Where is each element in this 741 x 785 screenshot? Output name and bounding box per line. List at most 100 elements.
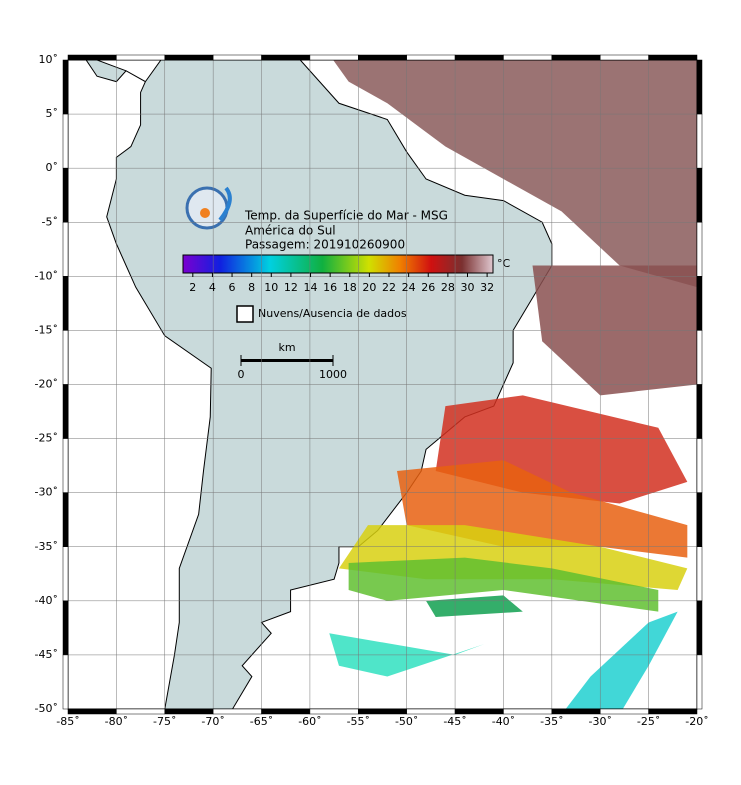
lon-tick-label: -65˚ xyxy=(250,715,273,728)
frame-band xyxy=(62,438,69,493)
lat-tick-label: 10˚ xyxy=(39,53,59,66)
frame-band xyxy=(696,330,703,385)
colorbar-tick-label: 4 xyxy=(209,281,216,294)
frame-band xyxy=(309,708,359,715)
pass: Passagem: 201910260900 xyxy=(245,238,405,252)
frame-band xyxy=(358,708,407,715)
frame-band xyxy=(599,54,649,61)
lon-tick-label: -40˚ xyxy=(492,715,515,728)
colorbar xyxy=(182,254,494,274)
colorbar-tick-label: 10 xyxy=(264,281,278,294)
lat-tick-label: -30˚ xyxy=(35,486,58,499)
frame-band xyxy=(62,330,69,385)
lon-tick-label: -35˚ xyxy=(540,715,563,728)
lat-tick-label: -25˚ xyxy=(35,432,58,445)
sst-patch xyxy=(426,595,523,618)
lon-tick-label: -20˚ xyxy=(685,715,708,728)
frame-band xyxy=(62,492,69,547)
colorbar-tick-label: 16 xyxy=(323,281,337,294)
scale-unit: km xyxy=(278,341,295,354)
lon-tick-label: -25˚ xyxy=(637,715,660,728)
colorbar-tick-label: 12 xyxy=(284,281,298,294)
lon-tick-label: -85˚ xyxy=(56,715,79,728)
region: América do Sul xyxy=(245,224,336,238)
lon-tick-label: -45˚ xyxy=(443,715,466,728)
sst-patch xyxy=(333,60,697,288)
lon-tick-label: -80˚ xyxy=(105,715,128,728)
frame-band xyxy=(116,54,166,61)
frame-band xyxy=(503,708,553,715)
frame-band xyxy=(503,54,553,61)
frame-band xyxy=(648,54,698,61)
cloud-swatch xyxy=(236,305,254,323)
frame-band xyxy=(62,546,69,602)
frame-band xyxy=(696,492,703,547)
colorbar-tick-label: 30 xyxy=(460,281,474,294)
lat-tick-label: 5˚ xyxy=(46,107,59,120)
frame-band xyxy=(212,708,262,715)
frame-band xyxy=(62,222,69,277)
colorbar-tick-label: 8 xyxy=(248,281,255,294)
scale-tick-label: 0 xyxy=(238,368,245,381)
frame-band xyxy=(648,708,698,715)
frame-band xyxy=(164,54,214,61)
colorbar-tick-label: 2 xyxy=(189,281,196,294)
frame-band xyxy=(62,654,69,710)
scale-tick-label: 1000 xyxy=(319,368,347,381)
frame-band xyxy=(551,708,601,715)
frame-band xyxy=(454,708,504,715)
colorbar-tick-label: 20 xyxy=(362,281,376,294)
frame-band xyxy=(261,54,311,61)
frame-band xyxy=(696,654,703,710)
frame-band xyxy=(551,54,601,61)
frame-band xyxy=(406,708,456,715)
lat-tick-label: -10˚ xyxy=(35,269,58,282)
colorbar-tick-label: 32 xyxy=(480,281,494,294)
lat-tick-label: -50˚ xyxy=(35,702,58,715)
lat-tick-label: -40˚ xyxy=(35,594,58,607)
frame-band xyxy=(696,276,703,331)
title: Temp. da Superfície do Mar - MSG xyxy=(244,209,448,223)
colorbar-tick-label: 28 xyxy=(441,281,455,294)
cloud-legend: Nuvens/Ausencia de dados xyxy=(258,307,407,320)
scale-bar xyxy=(241,359,333,362)
frame-band xyxy=(67,54,117,61)
frame-band xyxy=(164,708,214,715)
colorbar-tick-label: 6 xyxy=(229,281,236,294)
lon-tick-label: -60˚ xyxy=(298,715,321,728)
frame-band xyxy=(358,54,407,61)
frame-band xyxy=(406,54,456,61)
lon-tick-label: -70˚ xyxy=(201,715,224,728)
colorbar-tick-label: 22 xyxy=(382,281,396,294)
lat-tick-label: -45˚ xyxy=(35,648,58,661)
sst-patch xyxy=(565,611,678,709)
frame-band xyxy=(212,54,262,61)
frame-band xyxy=(696,438,703,493)
frame-band xyxy=(62,167,69,223)
frame-band xyxy=(696,222,703,277)
colorbar-unit: °C xyxy=(497,257,511,270)
frame-band xyxy=(62,276,69,331)
frame-band xyxy=(309,54,359,61)
frame-band xyxy=(67,708,117,715)
lat-tick-label: -35˚ xyxy=(35,540,58,553)
lat-tick-label: -15˚ xyxy=(35,323,58,336)
frame-band xyxy=(454,54,504,61)
lon-tick-label: -75˚ xyxy=(153,715,176,728)
frame-band xyxy=(696,600,703,656)
frame-band xyxy=(696,113,703,169)
lat-tick-label: -20˚ xyxy=(35,378,58,391)
frame-band xyxy=(62,384,69,439)
frame-band xyxy=(599,708,649,715)
colorbar-tick-label: 26 xyxy=(421,281,435,294)
frame-band xyxy=(696,59,703,115)
lat-tick-label: 0˚ xyxy=(46,161,59,174)
frame-band xyxy=(116,708,166,715)
colorbar-tick-label: 24 xyxy=(402,281,416,294)
logo xyxy=(185,186,232,230)
frame-band xyxy=(62,600,69,656)
map-layer xyxy=(85,60,697,709)
lat-tick-label: -5˚ xyxy=(42,215,58,228)
colorbar-tick-label: 18 xyxy=(343,281,357,294)
lon-tick-label: -50˚ xyxy=(395,715,418,728)
